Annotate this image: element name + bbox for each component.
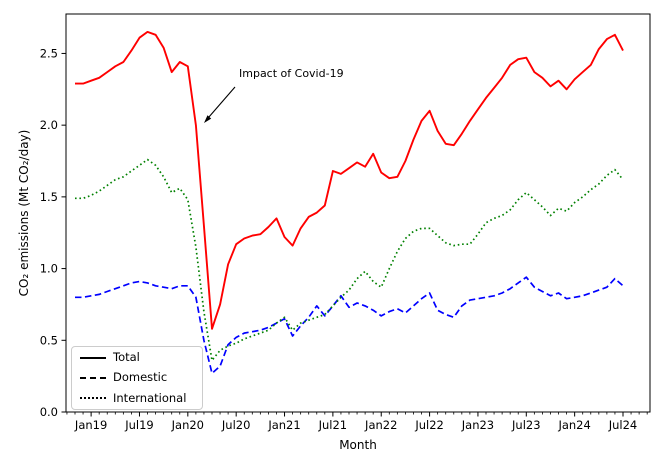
y-tick-label: 2.0 — [40, 118, 58, 132]
annotation-arrow-head — [204, 115, 212, 123]
legend-item-total: Total — [80, 350, 194, 364]
x-tick-label: Jan22 — [364, 418, 397, 432]
domestic-line-sample — [80, 377, 106, 379]
legend-label-international: International — [113, 390, 187, 405]
x-tick-label: Jul19 — [124, 418, 154, 432]
y-axis-label: CO₂ emissions (Mt CO₂/day) — [17, 129, 31, 297]
legend: Total Domestic International — [71, 346, 203, 410]
series-total-line — [75, 30, 624, 330]
legend-item-international: International — [80, 390, 194, 405]
y-tick-label: 2.5 — [40, 46, 58, 60]
x-tick-label: Jan21 — [267, 418, 300, 432]
x-tick-label: Jul20 — [221, 418, 251, 432]
series-domestic-line — [75, 276, 624, 375]
covid-annotation-text: Impact of Covid-19 — [239, 67, 344, 80]
x-tick-label: Jul24 — [608, 418, 638, 432]
y-tick-label: 1.5 — [40, 190, 58, 204]
y-tick-label: 1.0 — [40, 262, 58, 276]
x-tick-label: Jul23 — [511, 418, 541, 432]
x-tick-label: Jul22 — [414, 418, 444, 432]
axes-box — [65, 13, 651, 413]
total-line-sample — [80, 356, 106, 359]
x-axis-label: Month — [339, 438, 377, 452]
x-tick-label: Jan23 — [461, 418, 494, 432]
y-tick-label: 0.5 — [40, 333, 58, 347]
legend-item-domestic: Domestic — [80, 372, 194, 384]
series-international-line — [75, 158, 624, 362]
x-tick-label: Jul21 — [318, 418, 348, 432]
x-tick-label: Jan19 — [74, 418, 107, 432]
annotation-arrow-line — [208, 86, 236, 118]
legend-label-total: Total — [113, 350, 140, 364]
international-line-sample — [80, 397, 106, 400]
x-tick-label: Jan20 — [171, 418, 204, 432]
y-tick-label: 0.0 — [40, 405, 58, 419]
legend-label-domestic: Domestic — [113, 370, 168, 385]
x-tick-label: Jan24 — [557, 418, 590, 432]
